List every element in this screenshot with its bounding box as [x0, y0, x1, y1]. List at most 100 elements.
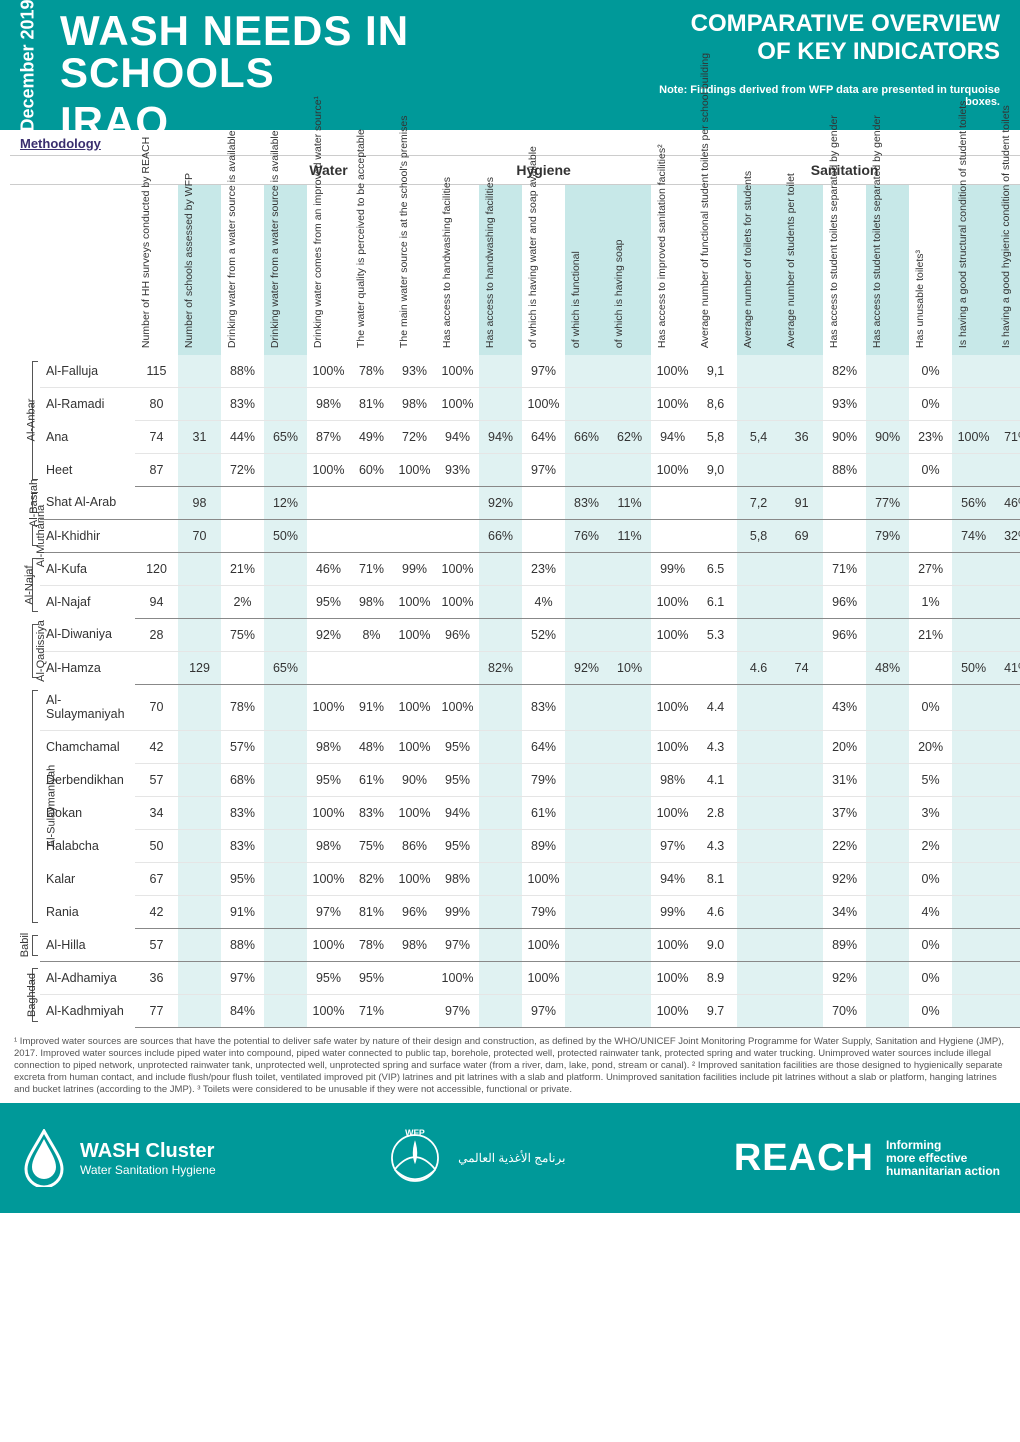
- data-cell: 60%: [350, 453, 393, 486]
- column-header: Average number of toilets for students: [737, 185, 780, 355]
- data-cell: [178, 731, 221, 764]
- data-cell: 74%: [952, 519, 995, 552]
- data-cell: 6.1: [694, 585, 737, 618]
- district-name: Al-Khidhir: [40, 519, 135, 552]
- wfp-logo: WFP برنامج الأغذية العالمي: [384, 1127, 565, 1189]
- data-cell: [436, 486, 479, 519]
- data-cell: [608, 618, 651, 651]
- data-cell: 11%: [608, 519, 651, 552]
- data-cell: 75%: [221, 618, 264, 651]
- data-cell: [565, 929, 608, 962]
- data-cell: [178, 387, 221, 420]
- data-cell: 90%: [823, 420, 866, 453]
- data-cell: [780, 896, 823, 929]
- data-cell: 81%: [350, 896, 393, 929]
- data-cell: [737, 387, 780, 420]
- table-row: Al-SulaymaniyahAl-Sulaymaniyah7078%100%9…: [10, 684, 1020, 731]
- data-cell: 49%: [350, 420, 393, 453]
- data-cell: [995, 453, 1020, 486]
- data-cell: 94%: [651, 420, 694, 453]
- data-cell: 66%: [479, 519, 522, 552]
- data-cell: 97%: [522, 355, 565, 388]
- data-cell: [565, 731, 608, 764]
- data-cell: 96%: [823, 618, 866, 651]
- data-cell: [264, 995, 307, 1028]
- reach-wordmark: REACH: [734, 1137, 874, 1180]
- data-cell: [479, 355, 522, 388]
- data-cell: 65%: [264, 651, 307, 684]
- column-header: Number of schools assessed by WFP: [178, 185, 221, 355]
- data-cell: [694, 519, 737, 552]
- data-cell: 129: [178, 651, 221, 684]
- table-row: Al-Kadhmiyah7784%100%71%97%97%100%9.770%…: [10, 995, 1020, 1028]
- data-cell: [952, 618, 995, 651]
- data-cell: 100%: [393, 797, 436, 830]
- data-cell: [479, 731, 522, 764]
- data-cell: [737, 863, 780, 896]
- column-header: Is having a good hygienic condition of s…: [995, 185, 1020, 355]
- data-cell: 70%: [823, 995, 866, 1028]
- data-cell: 92%: [479, 486, 522, 519]
- data-cell: [479, 387, 522, 420]
- data-cell: [178, 585, 221, 618]
- data-cell: [608, 585, 651, 618]
- data-cell: 8%: [350, 618, 393, 651]
- data-cell: [178, 453, 221, 486]
- data-cell: [565, 552, 608, 585]
- data-cell: 4.6: [694, 896, 737, 929]
- data-cell: 8.9: [694, 962, 737, 995]
- data-cell: [780, 995, 823, 1028]
- district-name: Kalar: [40, 863, 135, 896]
- reach-tagline-1: Informing: [886, 1139, 1000, 1152]
- data-cell: 71%: [350, 995, 393, 1028]
- data-cell: 94%: [436, 797, 479, 830]
- data-cell: 52%: [522, 618, 565, 651]
- data-cell: 2.8: [694, 797, 737, 830]
- data-cell: 92%: [307, 618, 350, 651]
- data-cell: 99%: [393, 552, 436, 585]
- data-cell: [952, 552, 995, 585]
- data-cell: [995, 995, 1020, 1028]
- data-cell: [780, 764, 823, 797]
- data-cell: 97%: [651, 830, 694, 863]
- data-cell: [264, 929, 307, 962]
- data-cell: [178, 962, 221, 995]
- data-cell: [393, 995, 436, 1028]
- governorate-label: Al-Muthanna: [10, 519, 40, 552]
- data-cell: 62%: [608, 420, 651, 453]
- data-cell: [350, 486, 393, 519]
- data-cell: 57%: [221, 731, 264, 764]
- data-cell: 92%: [823, 863, 866, 896]
- data-cell: 115: [135, 355, 178, 388]
- column-header: Drinking water from a water source is av…: [264, 185, 307, 355]
- data-cell: 71%: [995, 420, 1020, 453]
- data-cell: 5,8: [694, 420, 737, 453]
- data-cell: 96%: [823, 585, 866, 618]
- data-cell: [952, 684, 995, 731]
- group-hygiene: Hygiene: [436, 156, 651, 185]
- data-cell: 99%: [651, 552, 694, 585]
- data-cell: [393, 651, 436, 684]
- data-cell: 76%: [565, 519, 608, 552]
- data-cell: 100%: [393, 585, 436, 618]
- data-cell: [522, 486, 565, 519]
- data-cell: 79%: [522, 896, 565, 929]
- data-cell: [780, 929, 823, 962]
- data-cell: [264, 552, 307, 585]
- data-cell: 9,0: [694, 453, 737, 486]
- data-cell: 100%: [651, 797, 694, 830]
- reach-logo: REACH Informing more effective humanitar…: [734, 1137, 1000, 1180]
- data-cell: [608, 797, 651, 830]
- data-cell: [264, 453, 307, 486]
- data-cell: 120: [135, 552, 178, 585]
- data-cell: [264, 585, 307, 618]
- data-cell: [952, 731, 995, 764]
- data-cell: 48%: [866, 651, 909, 684]
- table-row: Al-QadissiyaAl-Diwaniya2875%92%8%100%96%…: [10, 618, 1020, 651]
- data-cell: 70: [178, 519, 221, 552]
- data-cell: 98%: [651, 764, 694, 797]
- data-cell: [264, 355, 307, 388]
- data-cell: 3%: [909, 797, 952, 830]
- data-cell: 11%: [608, 486, 651, 519]
- data-cell: [608, 962, 651, 995]
